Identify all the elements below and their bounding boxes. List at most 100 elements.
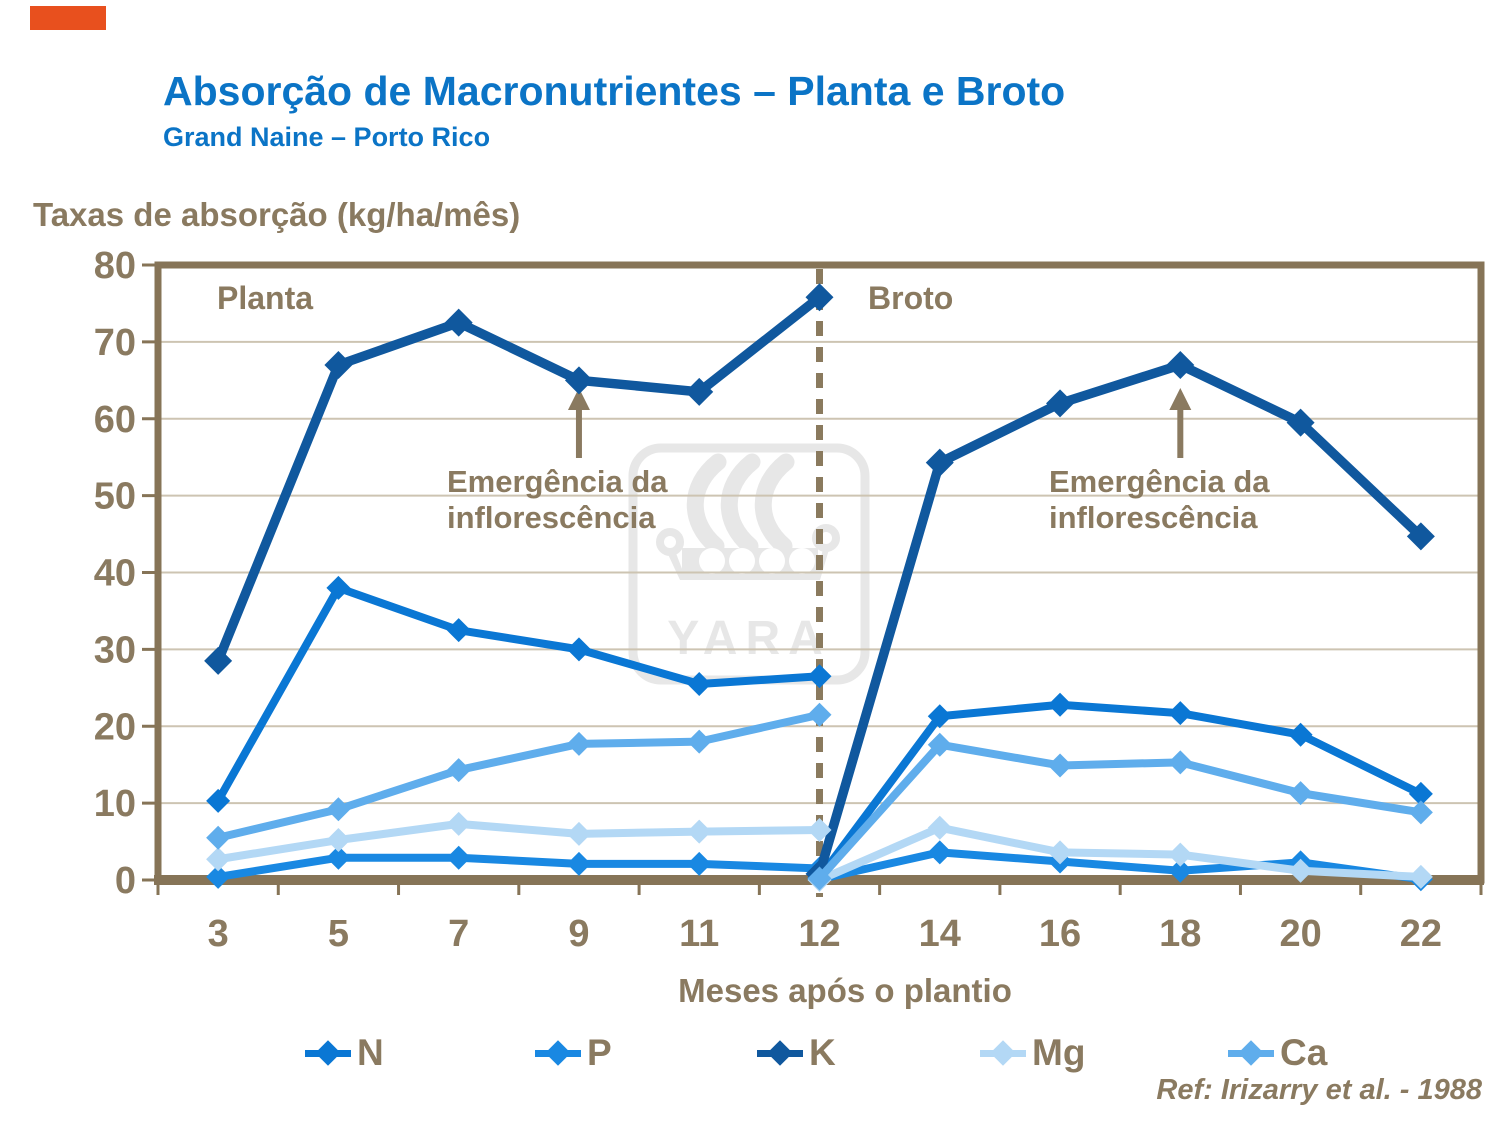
x-tick-label: 9 — [568, 913, 589, 955]
series-N-marker — [1288, 722, 1313, 747]
series-K-marker — [1406, 522, 1435, 551]
watermark-sail-icon — [686, 453, 727, 555]
series-K-marker — [925, 448, 954, 477]
series-N-marker — [687, 671, 712, 696]
watermark-shield-icon — [759, 548, 785, 574]
series-Ca-marker — [927, 732, 952, 757]
series-K-planta-line — [213, 293, 823, 663]
x-axis-title: Meses após o plantio — [678, 972, 1012, 1009]
y-tick-label: 60 — [94, 399, 136, 441]
x-tick-label: 22 — [1400, 913, 1442, 955]
series-N-marker — [807, 664, 832, 689]
series-P-marker — [326, 845, 351, 870]
series-P-marker — [687, 851, 712, 876]
series-Ca-marker — [807, 866, 832, 891]
series-Ca-marker — [1288, 781, 1313, 806]
series-K-marker — [204, 646, 233, 675]
legend-item-Mg: Mg — [980, 1032, 1086, 1073]
x-tick-label: 7 — [448, 913, 469, 955]
series-K-marker — [805, 283, 834, 312]
series-Mg-marker — [687, 819, 712, 844]
legend-label: K — [809, 1032, 836, 1073]
series-Mg-marker — [566, 821, 591, 846]
legend-label: Mg — [1032, 1032, 1086, 1073]
series-P-marker — [927, 840, 952, 865]
series-P-broto-line — [818, 848, 1422, 884]
series-Ca-marker — [1048, 753, 1073, 778]
series-K-broto-line — [814, 360, 1425, 876]
annotation-line2: inflorescência — [447, 500, 656, 535]
x-tick-label: 11 — [679, 913, 719, 955]
y-tick-label: 70 — [94, 322, 136, 364]
legend-item-P: P — [535, 1032, 612, 1073]
x-tick-label: 18 — [1159, 913, 1201, 955]
series-Mg-planta-line — [217, 819, 820, 864]
legend-marker-icon — [980, 1040, 1026, 1066]
watermark-sail-icon — [720, 453, 761, 555]
yara-watermark-logo: YARA — [628, 443, 870, 685]
series-Mg-marker — [807, 818, 832, 843]
series-Ca-broto-line — [816, 740, 1422, 882]
legend-marker-icon — [305, 1040, 351, 1066]
annotation-inflorescence-right: Emergência da inflorescência — [1049, 464, 1270, 536]
series-N-marker — [1408, 781, 1433, 806]
series-Mg-marker — [927, 815, 952, 840]
legend-label: P — [587, 1032, 612, 1073]
legend-label: Ca — [1280, 1032, 1328, 1073]
series-K-marker — [564, 366, 593, 395]
series-N-planta-line — [214, 583, 820, 803]
series-Mg-marker — [1168, 842, 1193, 867]
series-N-marker — [927, 704, 952, 729]
phase-label-planta: Planta — [217, 280, 314, 316]
y-tick-label: 30 — [94, 629, 136, 671]
series-Ca-marker — [206, 825, 231, 850]
y-axis-title: Taxas de absorção (kg/ha/mês) — [33, 196, 521, 233]
phase-label-broto: Broto — [868, 280, 954, 316]
series-Mg-broto-line — [817, 823, 1422, 884]
y-tick-label: 40 — [94, 553, 136, 595]
annotation-inflorescence-left: Emergência da inflorescência — [447, 464, 668, 536]
series-K-marker — [1046, 389, 1075, 418]
y-tick-label: 80 — [94, 245, 136, 287]
y-tick-label: 20 — [94, 706, 136, 748]
watermark-wordmark: YARA — [667, 612, 831, 665]
series-Ca-marker — [687, 729, 712, 754]
x-tick-label: 20 — [1279, 913, 1321, 955]
legend-marker-icon — [757, 1040, 803, 1066]
series-Mg-marker — [1288, 858, 1313, 883]
series-Mg-marker — [1048, 840, 1073, 865]
series-Mg-marker — [1408, 864, 1433, 889]
series-P-marker — [206, 864, 231, 889]
series-P-marker — [566, 851, 591, 876]
series-Ca-marker — [446, 758, 471, 783]
series-K-marker — [324, 350, 353, 379]
yara-watermark: YARA — [628, 442, 870, 688]
series-N-marker — [1168, 701, 1193, 726]
annotation-arrowhead-icon — [567, 388, 590, 410]
page-subtitle: Grand Naine – Porto Rico — [163, 122, 491, 152]
legend-label: N — [357, 1032, 384, 1073]
watermark-sail-icon — [754, 453, 795, 555]
series-Ca-marker — [326, 797, 351, 822]
y-tick-label: 10 — [94, 783, 136, 825]
watermark-shield-icon — [729, 548, 755, 574]
chart-legend: N P K Mg Ca — [0, 1032, 1500, 1076]
annotation-arrowhead-icon — [1169, 388, 1192, 410]
watermark-hull-icon — [666, 546, 830, 580]
series-Mg-marker — [446, 811, 471, 836]
x-tick-label: 3 — [208, 913, 229, 955]
y-tick-label: 0 — [115, 860, 136, 902]
series-P-planta-line — [217, 853, 820, 881]
series-Ca-planta-line — [217, 710, 821, 842]
legend-marker-icon — [535, 1040, 581, 1066]
series-K-marker — [685, 377, 714, 406]
series-N-marker — [446, 618, 471, 643]
series-N-marker — [1048, 692, 1073, 717]
page-title: Absorção de Macronutrientes – Planta e B… — [163, 68, 1066, 114]
legend-item-K: K — [757, 1032, 836, 1073]
annotation-line1: Emergência da — [447, 464, 668, 499]
legend-item-Ca: Ca — [1228, 1032, 1328, 1073]
series-Mg-marker — [326, 828, 351, 853]
